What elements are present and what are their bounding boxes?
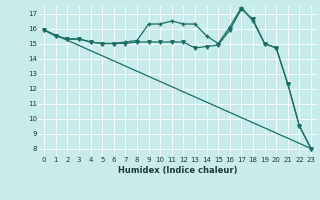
X-axis label: Humidex (Indice chaleur): Humidex (Indice chaleur): [118, 166, 237, 175]
